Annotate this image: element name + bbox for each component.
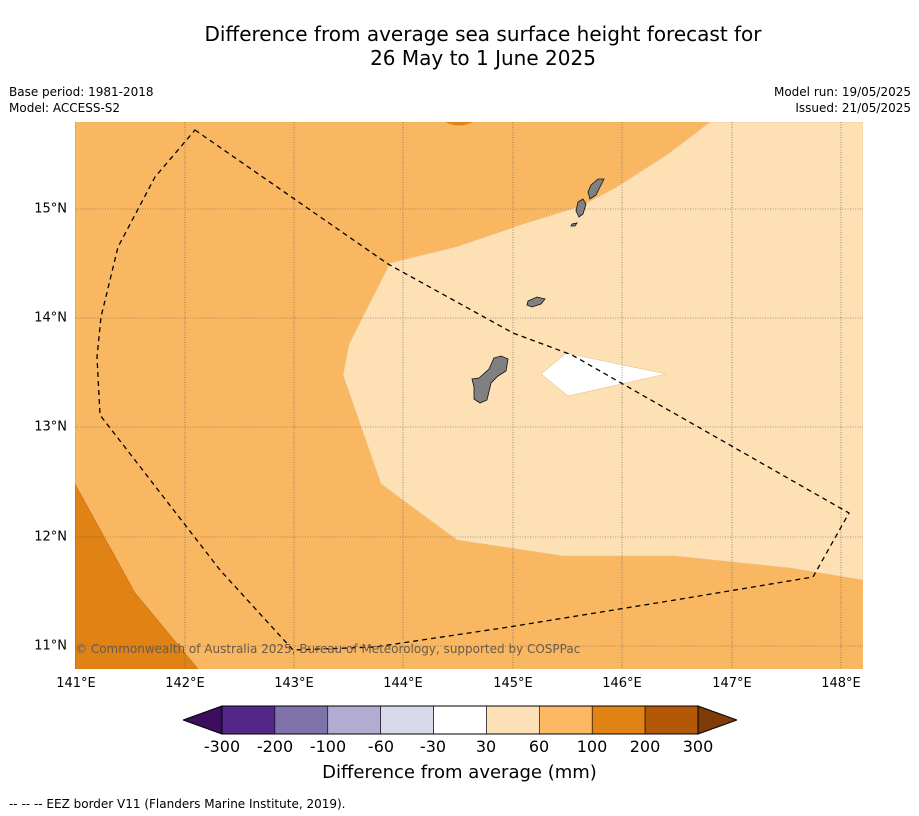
y-tick-11n: 11°N bbox=[34, 638, 67, 654]
x-tick-146e: 146°E bbox=[602, 676, 642, 691]
colorbar-extend-high bbox=[697, 705, 739, 735]
map-panel bbox=[75, 122, 863, 669]
y-tick-14n: 14°N bbox=[34, 310, 67, 326]
meta-left: Base period: 1981-2018 Model: ACCESS-S2 bbox=[9, 84, 154, 116]
colorbar-segment bbox=[486, 705, 540, 735]
colorbar-segment bbox=[274, 705, 329, 735]
colorbar-svg bbox=[181, 705, 739, 735]
x-tick-148e: 148°E bbox=[821, 676, 861, 691]
island-guam bbox=[471, 355, 509, 404]
colorbar-label: Difference from average (mm) bbox=[322, 762, 597, 783]
colorbar-segment bbox=[327, 705, 381, 735]
y-tick-15n: 15°N bbox=[34, 201, 67, 217]
band-200-300-top bbox=[445, 122, 473, 126]
x-tick-145e: 145°E bbox=[493, 676, 533, 691]
x-tick-142e: 142°E bbox=[165, 676, 205, 691]
x-tick-144e: 144°E bbox=[383, 676, 423, 691]
chart-title: Difference from average sea surface heig… bbox=[0, 22, 919, 70]
copyright-credit: © Commonwealth of Australia 2025, Bureau… bbox=[75, 642, 581, 656]
issued-date: Issued: 21/05/2025 bbox=[795, 101, 911, 115]
cb-tick-1: -200 bbox=[256, 737, 294, 756]
island-saipan bbox=[587, 178, 605, 200]
island-aguijan bbox=[570, 222, 578, 227]
cb-tick-8: 200 bbox=[629, 737, 661, 756]
colorbar-segment bbox=[221, 705, 276, 735]
colorbar bbox=[181, 705, 739, 740]
cb-tick-0: -300 bbox=[203, 737, 241, 756]
model-name: Model: ACCESS-S2 bbox=[9, 101, 121, 115]
gridlines bbox=[75, 122, 863, 669]
cb-tick-3: -60 bbox=[367, 737, 395, 756]
cb-tick-6: 60 bbox=[528, 737, 550, 756]
band-200-300 bbox=[75, 483, 199, 669]
colorbar-segment bbox=[380, 705, 434, 735]
colorbar-segment bbox=[591, 705, 646, 735]
island-rota bbox=[526, 296, 546, 308]
colorbar-segment bbox=[433, 705, 487, 735]
model-run: Model run: 19/05/2025 bbox=[773, 85, 911, 99]
x-tick-141e: 141°E bbox=[56, 676, 96, 691]
y-tick-12n: 12°N bbox=[34, 529, 67, 545]
colorbar-boxes bbox=[181, 705, 739, 735]
cb-tick-5: 30 bbox=[475, 737, 497, 756]
map-svg bbox=[75, 122, 863, 669]
y-tick-13n: 13°N bbox=[34, 419, 67, 435]
title-line-1: Difference from average sea surface heig… bbox=[204, 22, 762, 46]
x-tick-147e: 147°E bbox=[712, 676, 752, 691]
title-line-2: 26 May to 1 June 2025 bbox=[370, 46, 596, 70]
cb-tick-9: 300 bbox=[682, 737, 714, 756]
x-tick-143e: 143°E bbox=[274, 676, 314, 691]
base-period: Base period: 1981-2018 bbox=[9, 85, 154, 99]
islands bbox=[471, 178, 605, 404]
island-tinian bbox=[575, 198, 587, 218]
band-30-60 bbox=[540, 352, 667, 397]
cb-tick-2: -100 bbox=[309, 737, 347, 756]
meta-right: Model run: 19/05/2025 Issued: 21/05/2025 bbox=[774, 84, 911, 116]
band-60-100 bbox=[342, 122, 863, 581]
colorbar-extend-low bbox=[181, 705, 223, 735]
eez-border bbox=[96, 129, 850, 651]
colorbar-segment bbox=[644, 705, 699, 735]
cb-tick-4: -30 bbox=[419, 737, 447, 756]
cb-tick-7: 100 bbox=[576, 737, 608, 756]
colorbar-segment bbox=[539, 705, 593, 735]
eez-legend: -- -- -- EEZ border V11 (Flanders Marine… bbox=[9, 797, 346, 811]
